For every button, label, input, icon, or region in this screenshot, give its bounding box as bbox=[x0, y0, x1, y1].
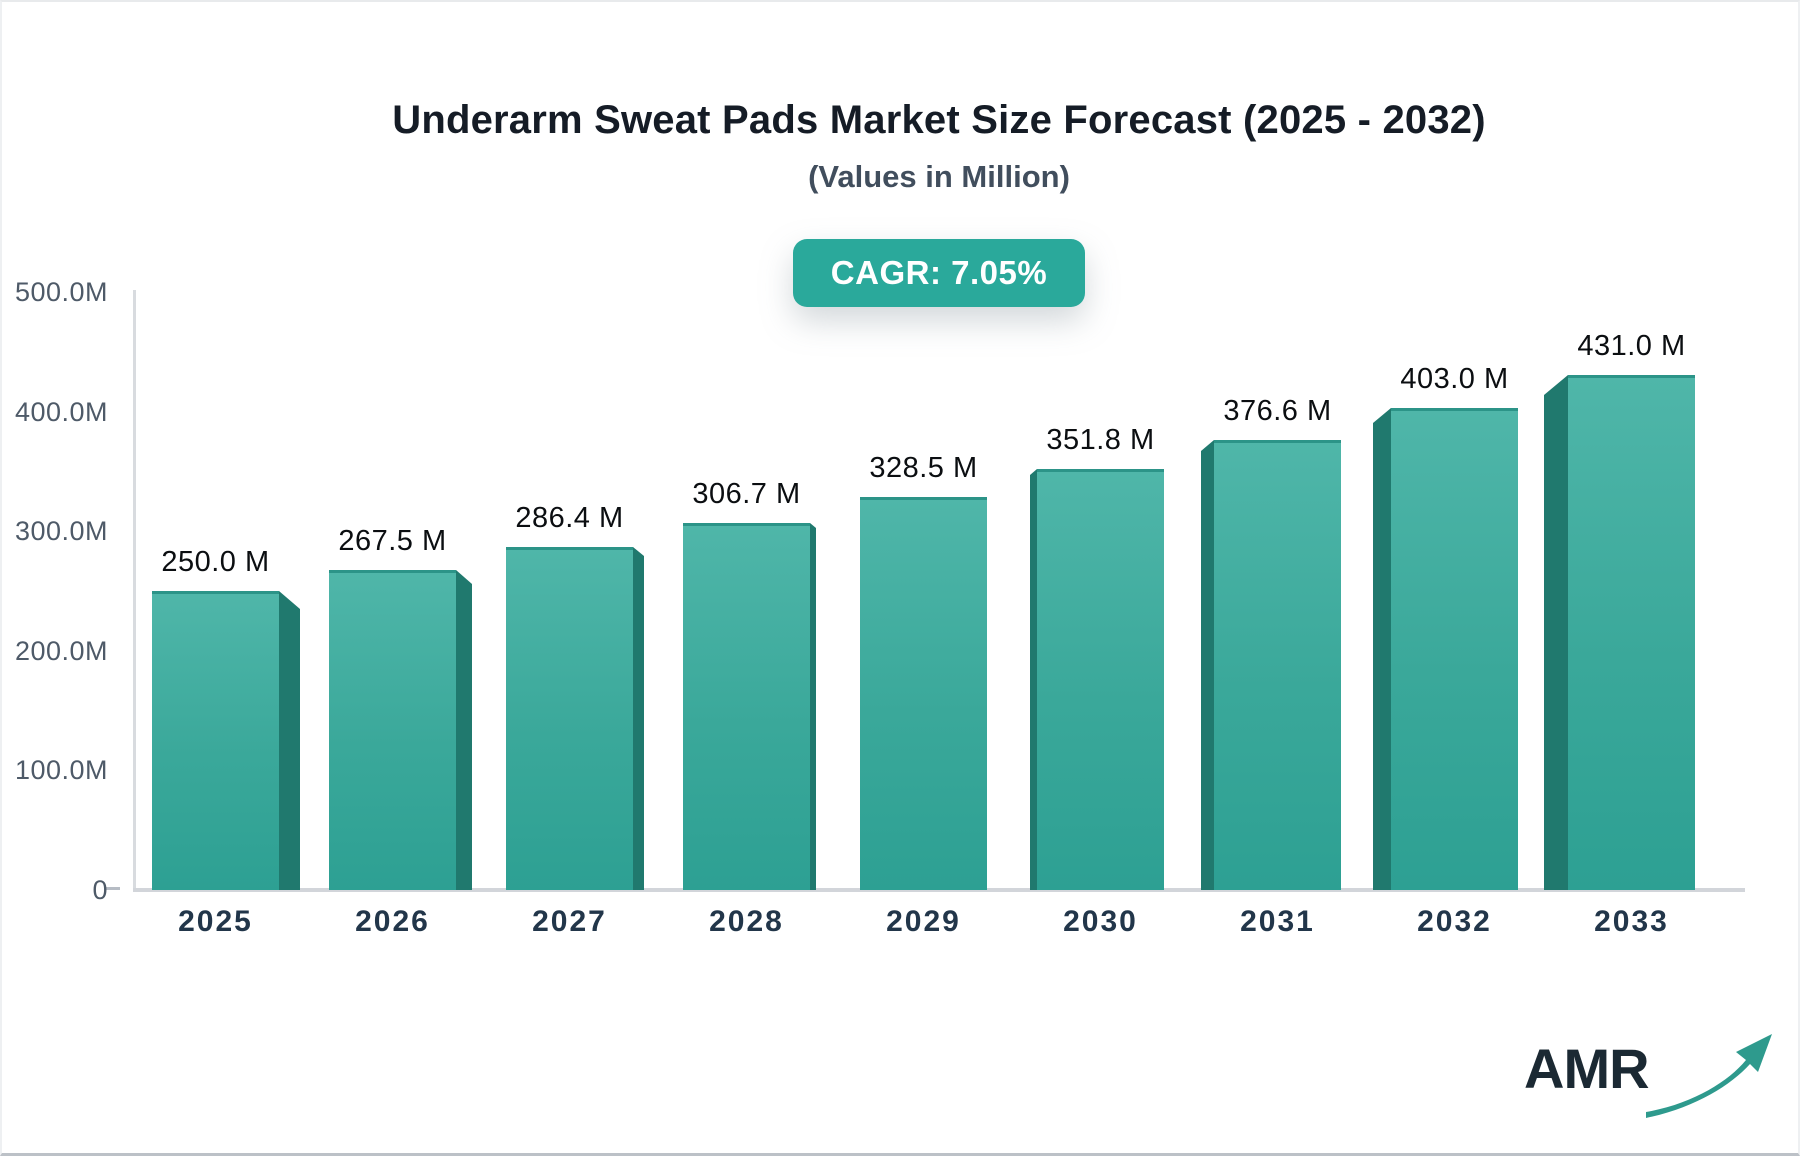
bar-value-label: 403.0 M bbox=[1400, 363, 1509, 395]
chart-subtitle: (Values in Million) bbox=[808, 159, 1070, 194]
bar-2031 bbox=[1214, 440, 1341, 890]
chart-title: Underarm Sweat Pads Market Size Forecast… bbox=[392, 98, 1486, 142]
bar-side-3d bbox=[1544, 375, 1568, 890]
y-axis-line bbox=[133, 290, 136, 890]
chart-header: Underarm Sweat Pads Market Size Forecast… bbox=[133, 2, 1745, 307]
bar-value-label: 328.5 M bbox=[869, 452, 978, 484]
bar-2027 bbox=[506, 547, 633, 890]
x-tick-label-2028: 2028 bbox=[709, 905, 784, 938]
x-tick-label-2031: 2031 bbox=[1240, 905, 1315, 938]
bar-side-3d bbox=[279, 591, 300, 890]
x-tick-label-2033: 2033 bbox=[1594, 905, 1669, 938]
amr-logo: AMR bbox=[1524, 1028, 1772, 1124]
x-tick-label-2025: 2025 bbox=[178, 905, 253, 938]
x-tick-label-2027: 2027 bbox=[532, 905, 607, 938]
y-tick-label: 100.0M bbox=[14, 755, 108, 786]
y-tick-label: 300.0M bbox=[14, 516, 108, 547]
bar-2028 bbox=[683, 523, 810, 890]
bar-value-label: 306.7 M bbox=[692, 478, 801, 510]
x-tick-label-2029: 2029 bbox=[886, 905, 961, 938]
amr-logo-text: AMR bbox=[1524, 1037, 1650, 1100]
x-tick-label-2032: 2032 bbox=[1417, 905, 1492, 938]
bar-value-label: 267.5 M bbox=[338, 525, 447, 557]
bar-value-label: 376.6 M bbox=[1223, 395, 1332, 427]
bar-value-label: 250.0 M bbox=[161, 546, 270, 578]
bar-side-3d bbox=[633, 547, 644, 890]
y-tick-label: 0 bbox=[92, 875, 108, 905]
bar-side-3d bbox=[810, 523, 816, 890]
bar-side-3d bbox=[1030, 469, 1037, 890]
y-tick-label: 500.0M bbox=[14, 277, 108, 307]
bar-value-label: 431.0 M bbox=[1577, 330, 1686, 362]
bar-side-3d bbox=[456, 570, 472, 890]
x-tick-label-2030: 2030 bbox=[1063, 905, 1138, 938]
y-tick-label: 200.0M bbox=[14, 635, 108, 666]
bar-2033 bbox=[1568, 375, 1695, 890]
cagr-badge: CAGR: 7.05% bbox=[792, 239, 1086, 307]
bar-side-3d bbox=[1201, 440, 1214, 890]
bar-2026 bbox=[329, 570, 456, 890]
x-axis-line bbox=[133, 888, 1745, 892]
x-tick-label-2026: 2026 bbox=[355, 905, 430, 938]
bar-2029 bbox=[860, 497, 987, 890]
growth-arrow-icon bbox=[1646, 1034, 1772, 1118]
bar-2025 bbox=[152, 591, 279, 890]
zero-tick-mark bbox=[105, 887, 120, 890]
bar-value-label: 286.4 M bbox=[515, 502, 624, 534]
bar-value-label: 351.8 M bbox=[1046, 424, 1155, 456]
bar-side-3d bbox=[1373, 408, 1391, 890]
bar-2030 bbox=[1037, 469, 1164, 890]
bar-2032 bbox=[1391, 408, 1518, 890]
y-tick-label: 400.0M bbox=[14, 396, 108, 427]
